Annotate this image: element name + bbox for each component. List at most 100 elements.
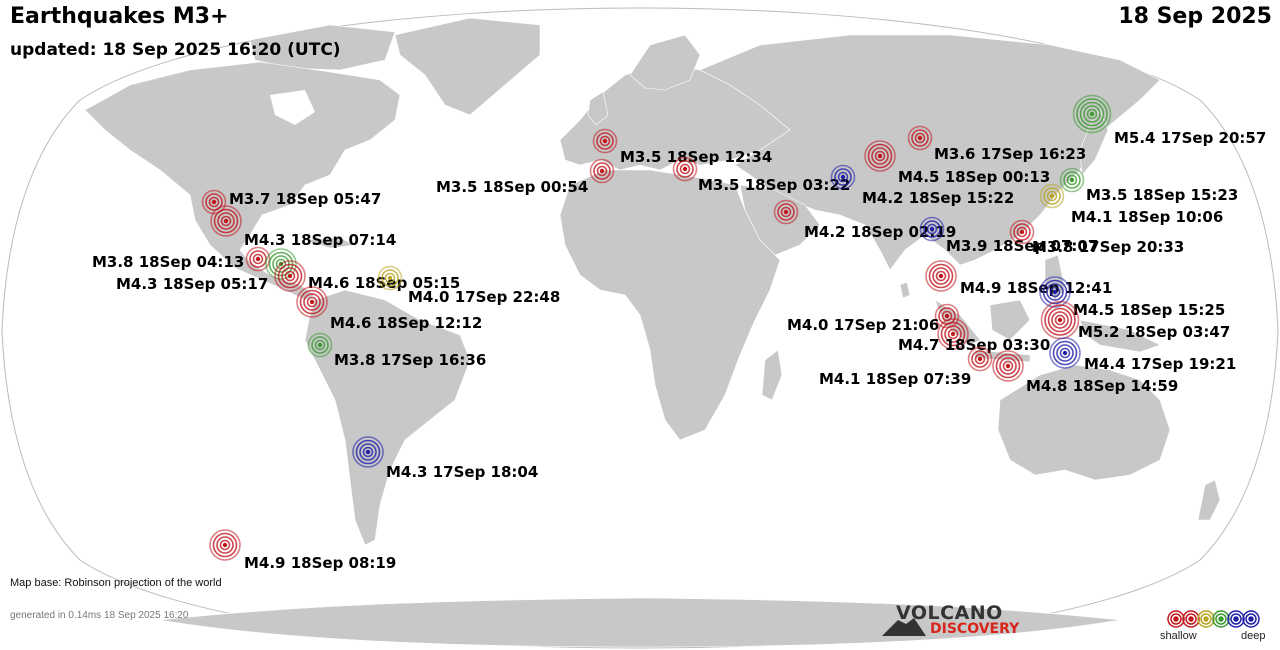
quake-center-dot [1057,317,1063,323]
quake-ring [352,436,384,468]
quake-marker[interactable]: M3.9 18Sep 07:07 [919,216,1099,256]
quake-ring [355,439,381,465]
legend-circle [1242,610,1260,628]
legend-circle [1197,610,1215,628]
africa [559,169,781,441]
quake-label: M4.1 18Sep 07:39 [819,370,971,388]
quake-center-dot [287,273,293,279]
legend-circle [1203,616,1209,622]
quake-ring [249,250,267,268]
quake-ring [1013,223,1031,241]
quake-ring [974,353,986,365]
quake-marker[interactable]: M4.2 18Sep 15:22 [830,164,1015,208]
quake-ring [676,160,694,178]
asia [699,34,1161,271]
quake-ring [1047,307,1073,333]
quake-marker[interactable]: M4.3 17Sep 18:04 [352,436,538,481]
quake-ring [837,171,849,183]
legend-circle [1218,616,1224,622]
quake-ring [311,336,329,354]
quake-marker[interactable]: M3.5 18Sep 03:22 [672,156,851,195]
quake-ring [213,208,239,234]
quake-ring [1059,347,1071,359]
update-time: updated: 18 Sep 2025 16:20 (UTC) [10,40,341,60]
quake-center-dot [1089,111,1095,117]
quake-marker[interactable]: M4.9 18Sep 12:41 [925,260,1112,297]
quake-ring [773,199,799,225]
landmasses [84,17,1221,648]
greenland [394,17,541,116]
quake-ring [1076,98,1108,130]
quake-ring [307,332,333,358]
quake-ring [871,147,889,165]
quake-ring [281,267,299,285]
quake-marker[interactable]: M3.5 18Sep 15:23 [1059,167,1239,205]
quake-label: M3.6 17Sep 16:23 [934,145,1086,163]
quake-ring [1054,314,1066,326]
quake-marker[interactable]: M4.5 18Sep 15:25 [1039,276,1225,319]
quake-ring [937,318,969,350]
sri-lanka [899,281,911,299]
quake-marker[interactable]: M3.8 17Sep 20:33 [1009,219,1185,257]
quake-ring [220,215,232,227]
cuba [304,237,357,249]
quake-marker[interactable]: M4.9 18Sep 08:19 [209,529,396,572]
quake-marker[interactable]: M4.1 18Sep 10:06 [1039,183,1224,227]
quake-marker[interactable]: M3.6 17Sep 16:23 [907,125,1087,164]
legend-circle [1170,613,1182,625]
quake-center-dot [223,218,229,224]
quake-marker[interactable]: M4.6 18Sep 12:12 [296,286,482,332]
quake-center-dot [1019,229,1025,235]
logo-text-volcano: VOLCANO [896,602,1003,624]
quake-ring [1079,101,1105,127]
quake-marker[interactable]: M3.7 18Sep 05:47 [201,189,382,215]
quake-center-dot [1062,350,1068,356]
quake-ring [1063,171,1081,189]
scandinavia [629,34,701,91]
quake-label: M4.4 17Sep 19:21 [1084,355,1236,373]
quake-ring [212,532,238,558]
quake-ring [303,293,321,311]
quake-center-dot [944,313,950,319]
quake-marker[interactable]: M4.4 17Sep 19:21 [1049,337,1236,373]
quake-marker[interactable]: M4.8 18Sep 14:59 [992,350,1178,395]
quake-marker[interactable]: M4.1 18Sep 07:39 [819,346,993,389]
quake-ring [935,270,947,282]
quake-ring [932,267,950,285]
quake-center-dot [977,356,983,362]
quake-ring [265,248,297,280]
antarctica [159,597,1121,648]
quake-ring [217,212,235,230]
quake-ring [284,270,296,282]
quake-ring [995,353,1021,379]
quake-marker[interactable]: M4.0 17Sep 21:06 [787,303,960,335]
quake-marker[interactable]: M3.8 17Sep 16:36 [307,332,487,370]
quake-marker[interactable]: M4.2 18Sep 02:19 [773,199,957,242]
earthquake-markers: M5.4 17Sep 20:57 M3.6 17Sep 16:23 M4.5 18S… [92,94,1267,572]
quake-ring [1009,219,1035,245]
quake-marker[interactable]: M3.5 18Sep 12:34 [592,128,773,167]
quake-marker[interactable]: M3.5 18Sep 00:54 [436,158,615,197]
quake-ring [1043,187,1061,205]
legend-circle [1173,616,1179,622]
south-america [304,289,471,546]
volcano-discovery-logo[interactable]: VOLCANO DISCOVERY [880,602,1040,642]
quake-ring [907,125,933,151]
quake-ring [672,156,698,182]
quake-label: M3.8 18Sep 04:13 [92,253,244,271]
quake-marker[interactable]: M4.5 18Sep 00:13 [864,140,1050,186]
quake-marker[interactable]: M5.4 17Sep 20:57 [1072,94,1267,148]
quake-ring [777,203,795,221]
legend-circle [1233,616,1239,622]
quake-ring [384,272,396,284]
quake-marker[interactable]: M4.0 17Sep 22:48 [377,265,561,307]
quake-marker[interactable]: M4.3 18Sep 07:14 [210,205,396,249]
quake-marker[interactable]: M4.7 18Sep 03:30 [898,318,1050,354]
quake-ring [679,163,691,175]
quake-ring [830,164,856,190]
quake-marker[interactable]: M3.8 18Sep 04:13 [92,246,271,272]
quake-label: M4.5 18Sep 00:13 [898,168,1050,186]
quake-ring [971,350,989,368]
quake-ring [359,443,377,461]
